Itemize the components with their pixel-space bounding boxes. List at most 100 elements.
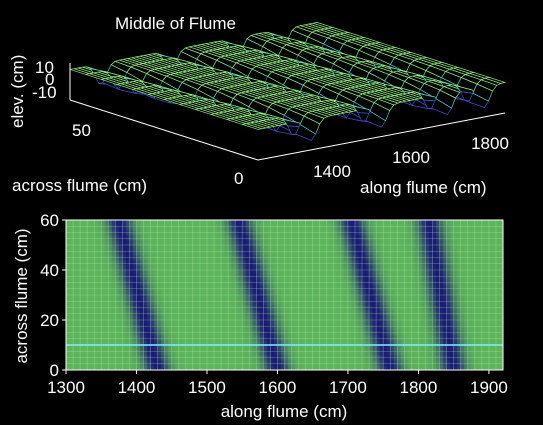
heatmap-cell [372, 235, 377, 241]
heatmap-cell [199, 350, 204, 356]
heatmap-cell [340, 340, 345, 346]
heatmap-cell [362, 330, 366, 336]
heatmap-cell [129, 345, 134, 351]
heatmap-y-tick: 20 [40, 311, 59, 330]
heatmap-cell [97, 240, 102, 246]
heatmap-cell [66, 240, 70, 246]
heatmap-cell [150, 295, 155, 301]
heatmap-cell [319, 280, 324, 286]
heatmap-cell [76, 320, 81, 326]
heatmap-cell [425, 350, 430, 356]
heatmap-cell [273, 350, 278, 356]
heatmap-cell [400, 320, 405, 326]
heatmap-cell [319, 255, 324, 261]
heatmap-cell [161, 240, 166, 246]
heatmap-cell [125, 230, 130, 236]
heatmap-cell [214, 260, 218, 266]
heatmap-cell [235, 360, 240, 366]
heatmap-cell [97, 285, 102, 291]
heatmap-cell [273, 240, 278, 246]
heatmap-cell [171, 345, 176, 351]
heatmap-cell [291, 265, 296, 271]
heatmap-cell [298, 260, 303, 266]
heatmap-cell [221, 275, 225, 281]
heatmap-cell [379, 270, 384, 276]
heatmap-cell [178, 225, 183, 231]
heatmap-cell [326, 285, 331, 291]
heatmap-cell [432, 225, 437, 231]
heatmap-cell [238, 285, 243, 291]
heatmap-cell [66, 335, 70, 341]
heatmap-cell [238, 255, 243, 261]
heatmap-cell [411, 220, 416, 226]
heatmap-cell [83, 230, 88, 236]
heatmap-cell [369, 285, 373, 291]
heatmap-cell [206, 355, 211, 361]
heatmap-cell [446, 225, 451, 231]
heatmap-cell [291, 305, 296, 311]
heatmap-cell [386, 225, 391, 231]
heatmap-cell [196, 260, 201, 266]
heatmap-cell [340, 310, 345, 316]
heatmap-cell [323, 345, 328, 351]
heatmap-cell [495, 365, 500, 371]
heatmap-cell [217, 290, 222, 296]
heatmap-cell [104, 240, 109, 246]
heatmap-cell [379, 345, 384, 351]
heatmap-cell [333, 335, 338, 341]
heatmap-cell [295, 330, 299, 336]
heatmap-cell [386, 240, 391, 246]
heatmap-cell [203, 250, 208, 256]
heatmap-cell [185, 260, 190, 266]
heatmap-cell [460, 230, 465, 236]
heatmap-cell [323, 360, 328, 366]
heatmap-cell [132, 235, 137, 241]
heatmap-cell [136, 220, 141, 226]
heatmap-cell [460, 275, 465, 281]
heatmap-cell [351, 315, 356, 321]
heatmap-cell [411, 360, 416, 366]
heatmap-cell [280, 335, 285, 341]
heatmap-cell [421, 245, 426, 251]
heatmap-cell [90, 245, 95, 251]
heatmap-cell [140, 310, 144, 316]
heatmap-cell [231, 285, 236, 291]
heatmap-cell [118, 270, 123, 276]
heatmap-cell [351, 260, 356, 266]
heatmap-cell [351, 340, 356, 346]
heatmap-cell [87, 360, 92, 366]
heatmap-cell [101, 320, 106, 326]
heatmap-cell [147, 250, 151, 256]
heatmap-cell [369, 230, 373, 236]
heatmap-cell [199, 315, 204, 321]
heatmap-cell [478, 240, 483, 246]
heatmap-cell [383, 270, 388, 276]
heatmap-cell [266, 320, 271, 326]
heatmap-cell [263, 315, 268, 321]
heatmap-cell [421, 220, 426, 226]
heatmap-cell [288, 285, 292, 291]
heatmap-cell [443, 255, 448, 261]
heatmap-cell [383, 245, 388, 251]
heatmap-cell [118, 255, 123, 261]
heatmap-cell [199, 235, 204, 241]
heatmap-cell [340, 225, 345, 231]
heatmap-cell [428, 280, 433, 286]
heatmap-cell [83, 270, 88, 276]
heatmap-cell [464, 250, 469, 256]
heatmap-cell [238, 300, 243, 306]
heatmap-cell [485, 320, 490, 326]
heatmap-cell [210, 260, 215, 266]
heatmap-cell [259, 250, 264, 256]
heatmap-cell [330, 310, 335, 316]
heatmap-cell [221, 330, 225, 336]
heatmap-cell [460, 220, 465, 226]
heatmap-cell [83, 300, 88, 306]
heatmap-cell [259, 270, 264, 276]
heatmap-cell [132, 355, 137, 361]
heatmap-cell [118, 365, 123, 371]
heatmap-cell [168, 360, 173, 366]
heatmap-cell [136, 310, 141, 316]
heatmap-cell [164, 245, 169, 251]
heatmap-cell [474, 325, 479, 331]
